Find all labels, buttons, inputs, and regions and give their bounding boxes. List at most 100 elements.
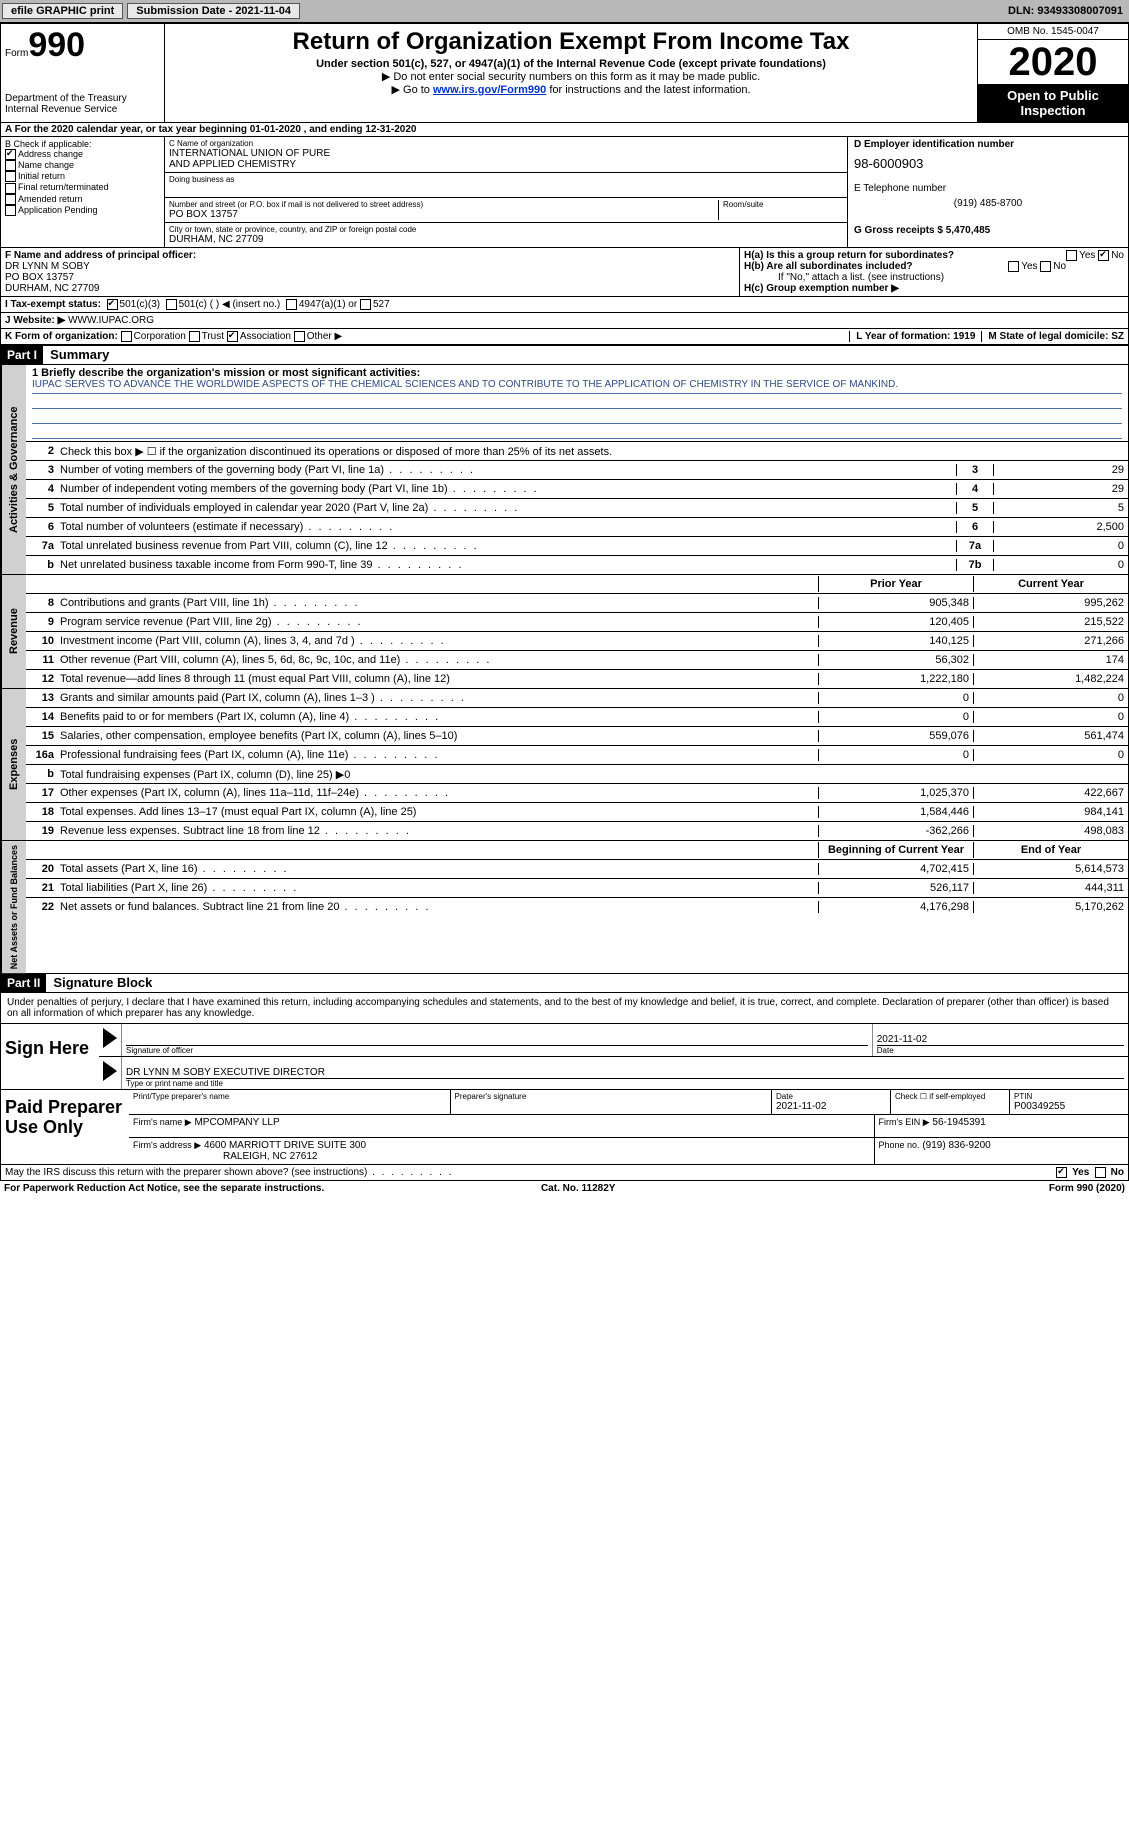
line-17: 17Other expenses (Part IX, column (A), l… <box>26 784 1128 803</box>
rev-header: Prior YearCurrent Year <box>26 575 1128 594</box>
sub3-pre: ▶ Go to <box>392 84 433 96</box>
dba-cell: Doing business as <box>165 173 847 198</box>
room-label: Room/suite <box>723 200 843 209</box>
signature-row: Signature of officer 2021-11-02 Date <box>99 1024 1128 1057</box>
mission-block: 1 Briefly describe the organization's mi… <box>26 365 1128 442</box>
arrow-icon <box>103 1061 117 1081</box>
form-header: Form990 Department of the Treasury Inter… <box>0 23 1129 123</box>
form-ref: Form 990 (2020) <box>1049 1183 1125 1194</box>
arrow-icon <box>103 1028 117 1048</box>
part2-header-row: Part II Signature Block <box>0 974 1129 993</box>
efile-print-button[interactable]: efile GRAPHIC print <box>2 3 123 19</box>
org-name-2: AND APPLIED CHEMISTRY <box>169 159 843 170</box>
discuss-text: May the IRS discuss this return with the… <box>5 1167 453 1178</box>
chk-initial-return[interactable]: Initial return <box>5 171 160 182</box>
officer-addr1: PO BOX 13757 <box>5 272 74 283</box>
line-20: 20Total assets (Part X, line 16)4,702,41… <box>26 860 1128 879</box>
line-13: 13Grants and similar amounts paid (Part … <box>26 689 1128 708</box>
revenue-section: Revenue Prior YearCurrent Year 8Contribu… <box>0 575 1129 689</box>
subtitle-2: ▶ Do not enter social security numbers o… <box>169 70 973 83</box>
line-5: 5Total number of individuals employed in… <box>26 499 1128 518</box>
line-22: 22Net assets or fund balances. Subtract … <box>26 898 1128 916</box>
checkbox-icon[interactable] <box>1095 1167 1106 1178</box>
col-b-checkboxes: B Check if applicable: Address change Na… <box>1 137 165 247</box>
line-21: 21Total liabilities (Part X, line 26)526… <box>26 879 1128 898</box>
row-fh: F Name and address of principal officer:… <box>0 248 1129 297</box>
line-7b: bNet unrelated business taxable income f… <box>26 556 1128 574</box>
ptin-label: PTIN <box>1014 1092 1124 1101</box>
block-bcd: B Check if applicable: Address change Na… <box>0 137 1129 248</box>
subtitle-1: Under section 501(c), 527, or 4947(a)(1)… <box>169 58 973 70</box>
checkbox-icon[interactable] <box>166 299 177 310</box>
checkbox-icon <box>5 160 16 171</box>
mission-label: 1 Briefly describe the organization's mi… <box>32 367 1122 379</box>
gross-receipts: G Gross receipts $ 5,470,485 <box>848 223 1128 238</box>
line-14: 14Benefits paid to or for members (Part … <box>26 708 1128 727</box>
phone-value: (919) 485-8700 <box>848 196 1128 211</box>
prep-date-value: 2021-11-02 <box>776 1101 886 1112</box>
checkbox-icon[interactable] <box>189 331 200 342</box>
row-a-period: A For the 2020 calendar year, or tax yea… <box>0 123 1129 137</box>
vtab-expenses: Expenses <box>1 689 26 840</box>
checkbox-icon[interactable] <box>1066 250 1077 261</box>
row-k-form-org: K Form of organization: Corporation Trus… <box>0 329 1129 346</box>
expenses-section: Expenses 13Grants and similar amounts pa… <box>0 689 1129 841</box>
i-label: I Tax-exempt status: <box>5 299 101 310</box>
vtab-netassets: Net Assets or Fund Balances <box>1 841 26 973</box>
sign-here-label: Sign Here <box>1 1024 99 1089</box>
dln-label: DLN: 93493308007091 <box>1008 5 1123 17</box>
checkbox-icon <box>5 171 16 182</box>
k-label: K Form of organization: <box>5 331 118 342</box>
paid-preparer-label: Paid Preparer Use Only <box>1 1090 129 1164</box>
phone-label: E Telephone number <box>848 181 1128 196</box>
room-suite-cell: Room/suite <box>718 200 843 220</box>
no-label: No <box>1111 1167 1124 1178</box>
checkbox-icon[interactable] <box>294 331 305 342</box>
line-3: 3Number of voting members of the governi… <box>26 461 1128 480</box>
form990-link[interactable]: www.irs.gov/Form990 <box>433 84 546 96</box>
prep-sig-label: Preparer's signature <box>455 1092 768 1101</box>
open-to-public: Open to Public Inspection <box>978 84 1128 122</box>
checkbox-icon <box>5 194 16 205</box>
chk-name-change[interactable]: Name change <box>5 160 160 171</box>
firm-phone-value: (919) 836-9200 <box>922 1140 990 1151</box>
perjury-declaration: Under penalties of perjury, I declare th… <box>0 993 1129 1024</box>
part2-badge: Part II <box>1 974 46 992</box>
principal-officer: F Name and address of principal officer:… <box>1 248 739 296</box>
mission-blank-line <box>32 394 1122 409</box>
chk-final-return[interactable]: Final return/terminated <box>5 182 160 193</box>
top-toolbar: efile GRAPHIC print Submission Date - 20… <box>0 0 1129 23</box>
checkbox-icon[interactable] <box>1040 261 1051 272</box>
checkbox-icon[interactable] <box>360 299 371 310</box>
line-18: 18Total expenses. Add lines 13–17 (must … <box>26 803 1128 822</box>
officer-name-title: DR LYNN M SOBY EXECUTIVE DIRECTOR <box>126 1067 1124 1078</box>
city-value: DURHAM, NC 27709 <box>169 234 843 245</box>
cat-no: Cat. No. 11282Y <box>541 1183 615 1194</box>
chk-application-pending[interactable]: Application Pending <box>5 205 160 216</box>
org-name-1: INTERNATIONAL UNION OF PURE <box>169 148 843 159</box>
checkbox-icon[interactable] <box>1008 261 1019 272</box>
mission-blank-line <box>32 409 1122 424</box>
chk-address-change[interactable]: Address change <box>5 149 160 160</box>
sig-officer-label: Signature of officer <box>126 1045 868 1055</box>
sub3-post: for instructions and the latest informat… <box>546 84 750 96</box>
checkbox-icon[interactable] <box>286 299 297 310</box>
line-4: 4Number of independent voting members of… <box>26 480 1128 499</box>
checkbox-icon[interactable] <box>107 299 118 310</box>
checkbox-icon[interactable] <box>1098 250 1109 261</box>
checkbox-icon[interactable] <box>227 331 238 342</box>
checkbox-icon <box>5 149 16 160</box>
checkbox-icon <box>5 183 16 194</box>
hb-row: H(b) Are all subordinates included? Yes … <box>744 261 1124 272</box>
footer-final: For Paperwork Reduction Act Notice, see … <box>0 1181 1129 1196</box>
part2-title: Signature Block <box>53 975 152 990</box>
submission-date-button[interactable]: Submission Date - 2021-11-04 <box>127 3 300 19</box>
j-label: J Website: ▶ <box>5 315 65 326</box>
chk-amended-return[interactable]: Amended return <box>5 194 160 205</box>
checkbox-icon[interactable] <box>121 331 132 342</box>
governance-section: Activities & Governance 1 Briefly descri… <box>0 365 1129 575</box>
addr-label: Number and street (or P.O. box if mail i… <box>169 200 718 209</box>
checkbox-icon[interactable] <box>1056 1167 1067 1178</box>
col-d-ein: D Employer identification number 98-6000… <box>847 137 1128 247</box>
city-cell: City or town, state or province, country… <box>165 223 847 247</box>
